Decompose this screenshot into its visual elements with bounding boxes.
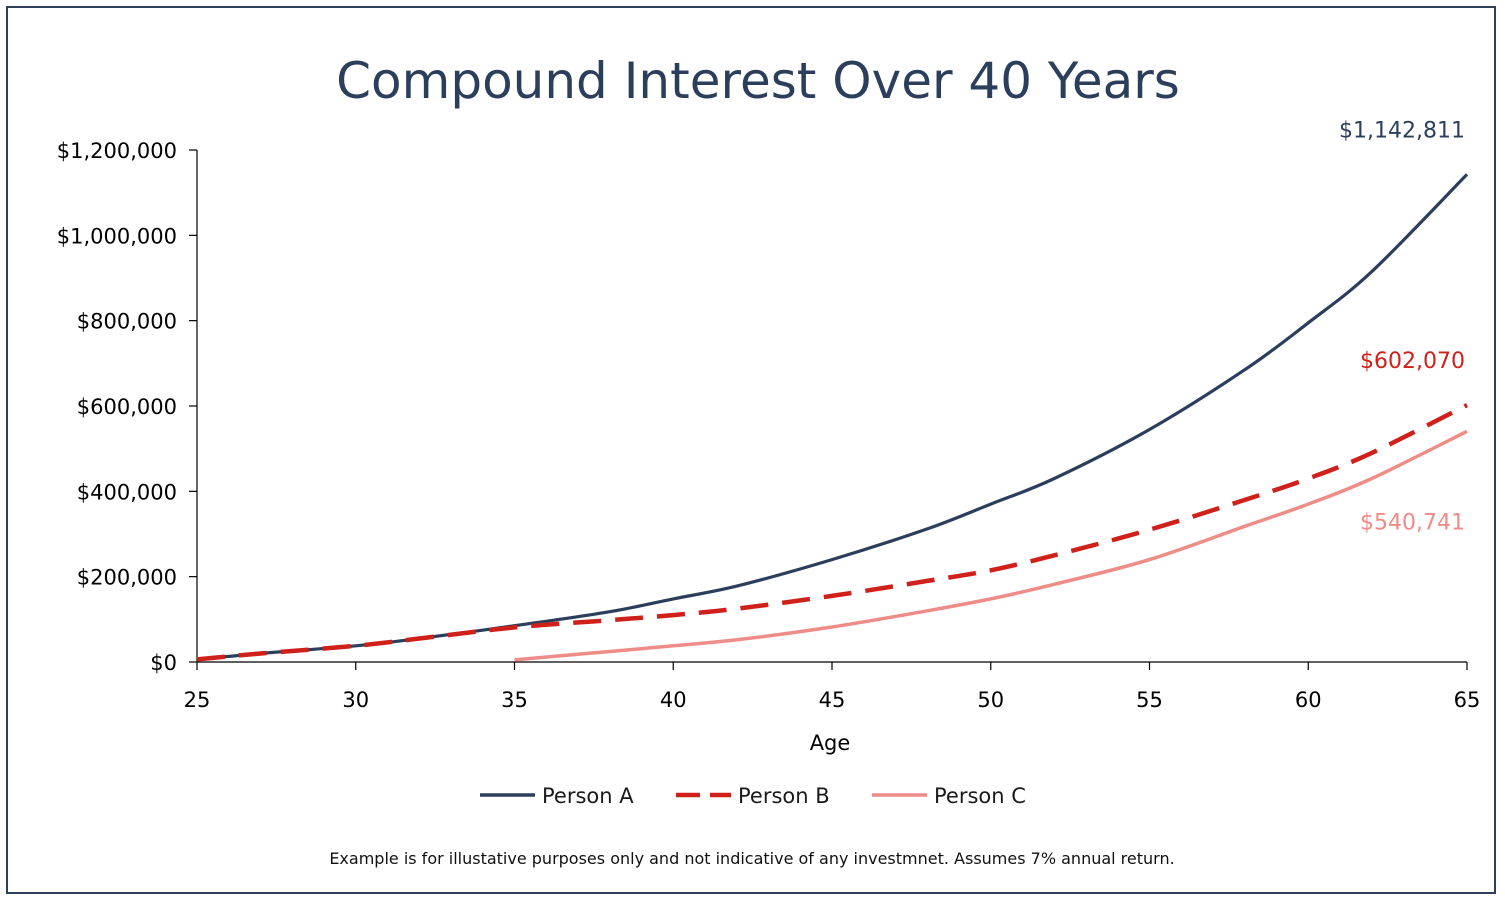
footnote: Example is for illustative purposes only… (329, 849, 1174, 868)
end-value-label-person-a: $1,142,811 (1339, 118, 1465, 143)
series-line-person-b (196, 403, 1469, 662)
legend-label-person-b: Person B (738, 784, 830, 808)
x-axis-label: Age (810, 731, 851, 755)
end-value-label-person-b: $602,070 (1360, 349, 1465, 374)
x-tick-label: 40 (660, 688, 687, 712)
x-tick-label: 45 (819, 688, 846, 712)
x-tick-label: 50 (977, 688, 1004, 712)
legend-label-person-a: Person A (542, 784, 634, 808)
series-line-person-a (196, 173, 1469, 661)
y-tick-label: $200,000 (77, 566, 177, 590)
y-tick-label: $1,200,000 (57, 139, 177, 163)
line-chart: Compound Interest Over 40 Years $0 $200,0… (57, 52, 1481, 868)
legend: Person A Person B Person C (480, 784, 1026, 808)
axes: $0 $200,000 $400,000 $600,000 $800,000 $1,000… (57, 139, 1481, 712)
end-value-label-person-c: $540,741 (1360, 510, 1465, 535)
y-tick-label: $0 (150, 651, 177, 675)
x-tick-label: 30 (342, 688, 369, 712)
x-tick-label: 65 (1454, 688, 1481, 712)
y-tick-label: $800,000 (77, 310, 177, 334)
y-tick-label: $600,000 (77, 395, 177, 419)
series-line-person-c (514, 429, 1468, 662)
y-tick-label: $400,000 (77, 480, 177, 504)
chart-title: Compound Interest Over 40 Years (336, 52, 1180, 110)
legend-label-person-c: Person C (934, 784, 1026, 808)
series-layer: $1,142,811 $602,070 $540,741 (196, 118, 1469, 662)
y-tick-label: $1,000,000 (57, 224, 177, 248)
x-tick-label: 35 (501, 688, 528, 712)
x-tick-label: 25 (184, 688, 211, 712)
x-tick-label: 55 (1136, 688, 1163, 712)
x-tick-label: 60 (1295, 688, 1322, 712)
chart-frame: Compound Interest Over 40 Years $0 $200,0… (6, 6, 1496, 894)
